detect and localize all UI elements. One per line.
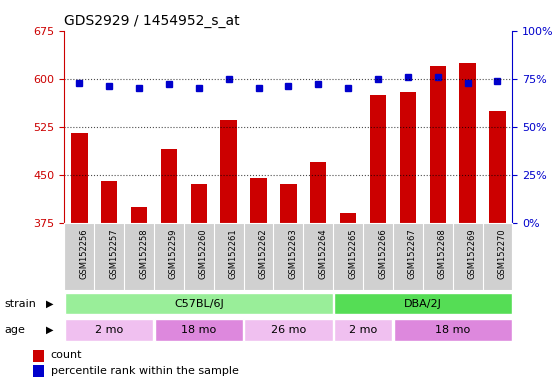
Text: strain: strain bbox=[4, 299, 36, 309]
Bar bbox=[334, 293, 512, 314]
Bar bbox=[489, 111, 506, 223]
Bar bbox=[400, 91, 416, 223]
Text: GSM152258: GSM152258 bbox=[139, 228, 148, 279]
Bar bbox=[71, 133, 87, 223]
Bar bbox=[280, 184, 297, 223]
Text: 18 mo: 18 mo bbox=[435, 325, 470, 335]
Text: DBA/2J: DBA/2J bbox=[404, 299, 442, 309]
Text: GSM152266: GSM152266 bbox=[378, 228, 387, 279]
Bar bbox=[161, 149, 177, 223]
Text: GSM152270: GSM152270 bbox=[497, 228, 506, 279]
Bar bbox=[370, 95, 386, 223]
Text: GDS2929 / 1454952_s_at: GDS2929 / 1454952_s_at bbox=[64, 14, 240, 28]
Bar bbox=[459, 63, 476, 223]
Text: 18 mo: 18 mo bbox=[181, 325, 216, 335]
Text: GSM152263: GSM152263 bbox=[288, 228, 297, 279]
Text: ▶: ▶ bbox=[46, 299, 53, 309]
Text: GSM152268: GSM152268 bbox=[438, 228, 447, 279]
Text: percentile rank within the sample: percentile rank within the sample bbox=[50, 366, 239, 376]
Text: GSM152257: GSM152257 bbox=[109, 228, 118, 279]
Bar bbox=[394, 319, 512, 341]
Text: count: count bbox=[50, 350, 82, 360]
Text: ▶: ▶ bbox=[46, 325, 53, 335]
Text: GSM152261: GSM152261 bbox=[228, 228, 237, 279]
Bar bbox=[250, 178, 267, 223]
Bar bbox=[430, 66, 446, 223]
Text: 2 mo: 2 mo bbox=[349, 325, 377, 335]
Bar bbox=[334, 319, 393, 341]
Text: age: age bbox=[4, 325, 25, 335]
Bar bbox=[244, 319, 333, 341]
Text: GSM152256: GSM152256 bbox=[80, 228, 88, 279]
Bar bbox=[33, 365, 44, 377]
Text: 2 mo: 2 mo bbox=[95, 325, 123, 335]
Text: GSM152259: GSM152259 bbox=[169, 228, 178, 279]
Text: GSM152269: GSM152269 bbox=[468, 228, 477, 279]
Text: GSM152260: GSM152260 bbox=[199, 228, 208, 279]
Text: C57BL/6J: C57BL/6J bbox=[174, 299, 223, 309]
Bar bbox=[221, 120, 237, 223]
Text: GSM152267: GSM152267 bbox=[408, 228, 417, 279]
Bar bbox=[155, 319, 243, 341]
Bar bbox=[340, 213, 356, 223]
Bar bbox=[131, 207, 147, 223]
Bar bbox=[65, 293, 333, 314]
Bar bbox=[101, 181, 118, 223]
Bar bbox=[190, 184, 207, 223]
Text: 26 mo: 26 mo bbox=[271, 325, 306, 335]
Bar bbox=[310, 162, 326, 223]
Bar bbox=[33, 350, 44, 362]
Text: GSM152262: GSM152262 bbox=[259, 228, 268, 279]
Text: GSM152265: GSM152265 bbox=[348, 228, 357, 279]
Bar bbox=[65, 319, 153, 341]
Text: GSM152264: GSM152264 bbox=[318, 228, 327, 279]
